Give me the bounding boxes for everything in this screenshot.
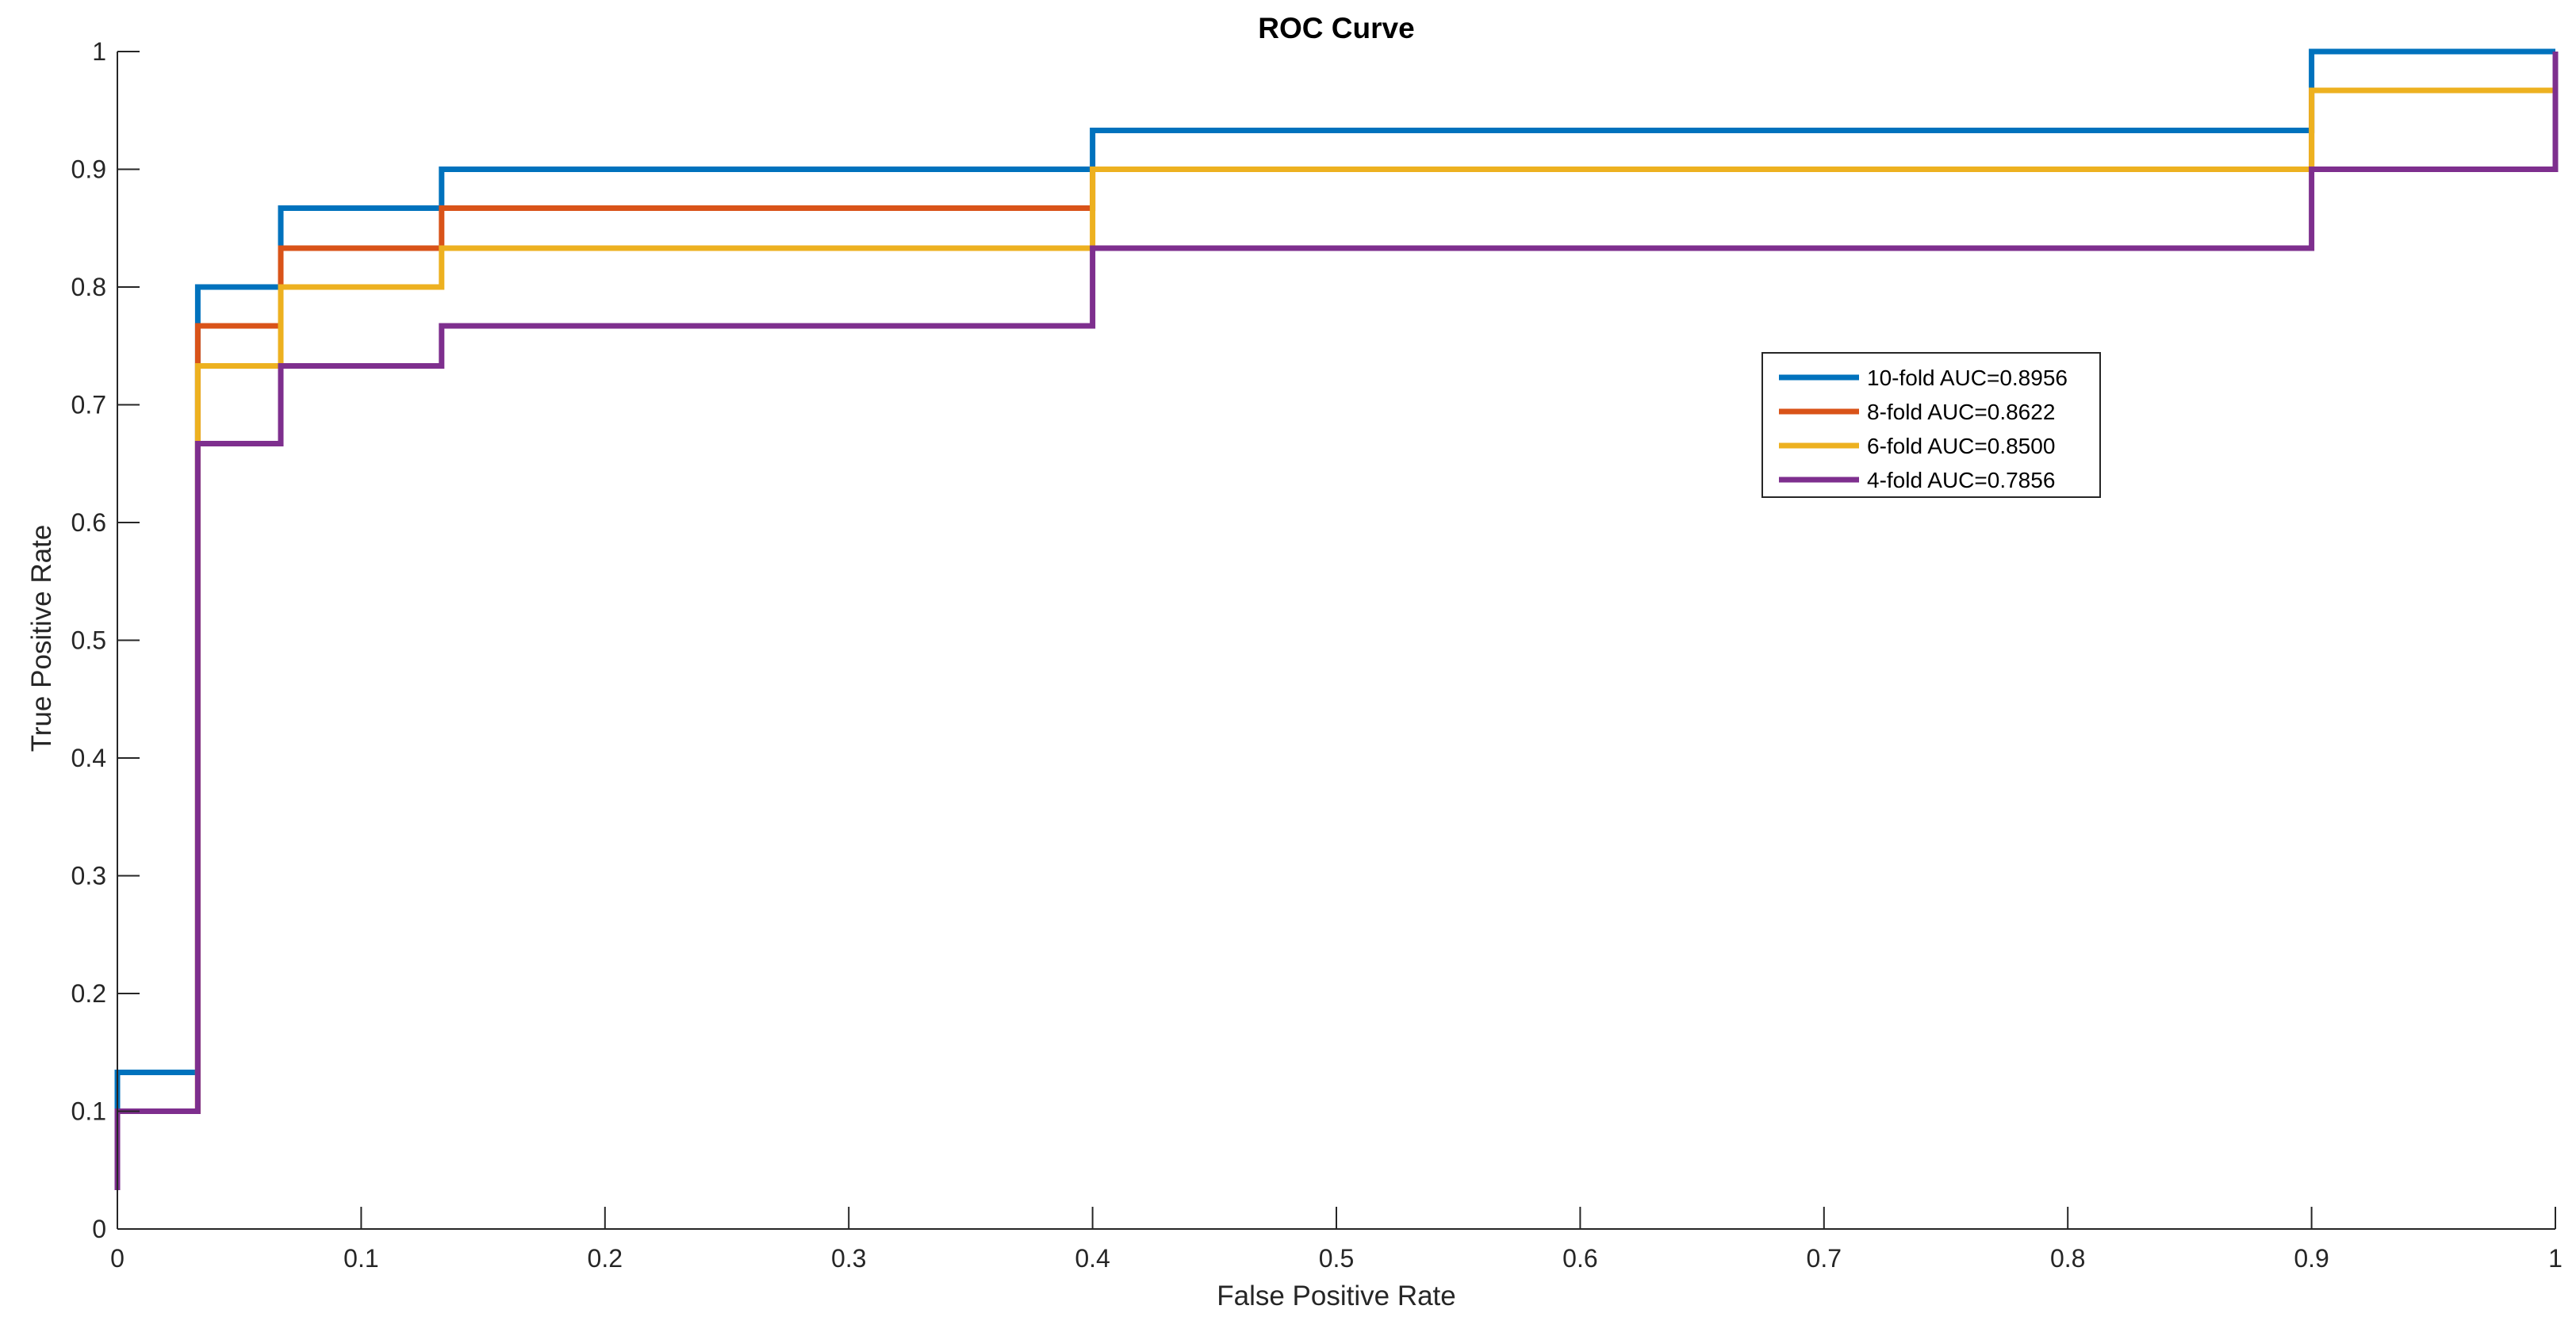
x-tick-label: 0.1 (343, 1244, 378, 1273)
y-tick-label: 0.3 (71, 862, 106, 890)
series-line-3 (114, 52, 2559, 1190)
x-tick-label: 0.8 (2050, 1244, 2085, 1273)
x-tick-label: 0.3 (831, 1244, 866, 1273)
ticks-layer: 0 0.1 0.2 0.3 0.4 0.5 0.6 0.7 0.8 0.9 1 0 0.1 0.2 0.3 0… (71, 37, 2563, 1273)
y-tick-label: 0.4 (71, 744, 106, 772)
y-tick-label: 0 (92, 1215, 106, 1243)
series-layer (114, 48, 2559, 1190)
x-tick-label: 1 (2548, 1244, 2563, 1273)
y-axis-label: True Positive Rate (26, 525, 57, 752)
legend-label-1: 8-fold AUC=0.8622 (1867, 400, 2055, 424)
y-tick-label: 0.8 (71, 273, 106, 301)
x-tick-label: 0.7 (1807, 1244, 1842, 1273)
x-tick-label: 0.4 (1075, 1244, 1110, 1273)
x-tick-label: 0.5 (1319, 1244, 1354, 1273)
legend-label-0: 10-fold AUC=0.8956 (1867, 366, 2068, 390)
x-tick-label: 0.2 (588, 1244, 623, 1273)
y-tick-label: 1 (92, 37, 106, 66)
x-tick-label: 0 (110, 1244, 125, 1273)
y-tick-label: 0.2 (71, 979, 106, 1008)
legend-label-2: 6-fold AUC=0.8500 (1867, 434, 2055, 458)
x-tick-label: 0.9 (2294, 1244, 2329, 1273)
y-tick-label: 0.5 (71, 626, 106, 655)
x-axis-label: False Positive Rate (1217, 1281, 1456, 1311)
y-tick-label: 0.9 (71, 155, 106, 184)
legend: 10-fold AUC=0.8956 8-fold AUC=0.8622 6-fol… (1761, 352, 2101, 498)
y-tick-label: 0.1 (71, 1097, 106, 1126)
y-tick-label: 0.6 (71, 508, 106, 537)
legend-label-3: 4-fold AUC=0.7856 (1867, 468, 2055, 492)
x-tick-label: 0.6 (1562, 1244, 1597, 1273)
chart-title: ROC Curve (1258, 12, 1414, 44)
y-tick-label: 0.7 (71, 391, 106, 419)
